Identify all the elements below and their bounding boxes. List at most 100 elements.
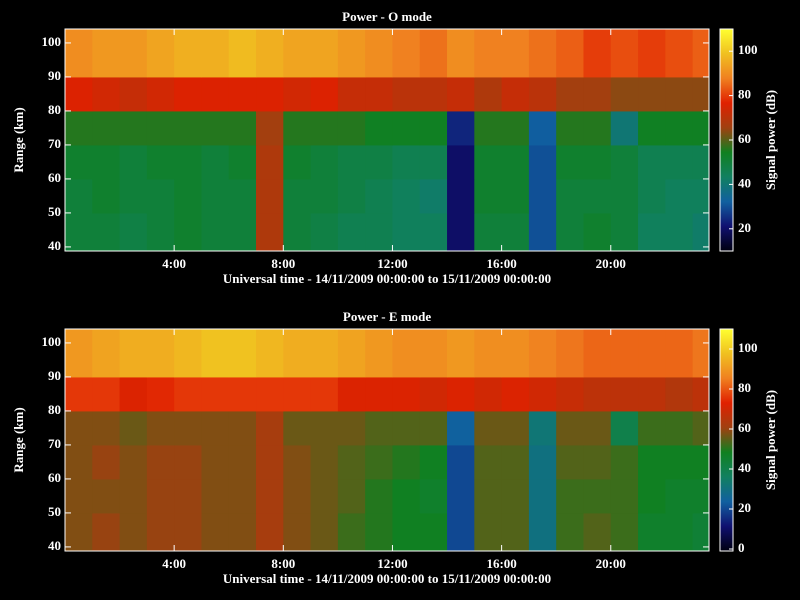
- heat-cell: [337, 212, 366, 251]
- heat-cell: [310, 478, 339, 514]
- heat-cell: [610, 110, 639, 146]
- heat-cell: [692, 178, 709, 214]
- heat-cell: [447, 329, 475, 378]
- heat-cell: [256, 144, 284, 180]
- heat-cell: [528, 478, 557, 514]
- heat-cell: [201, 110, 230, 146]
- heat-cell: [365, 29, 393, 78]
- heat-cell: [337, 76, 366, 112]
- y-tick-label: 100: [42, 334, 62, 349]
- heat-cell: [256, 376, 284, 412]
- heat-cell: [228, 478, 257, 514]
- y-tick-label: 60: [48, 170, 61, 185]
- heat-cell: [337, 144, 366, 180]
- heat-cell: [610, 478, 639, 514]
- y-tick-label: 80: [48, 102, 61, 117]
- heat-cell: [92, 110, 121, 146]
- heat-cell: [419, 178, 448, 214]
- heat-cell: [119, 444, 148, 480]
- heat-cell: [146, 178, 175, 214]
- heat-cell: [419, 76, 448, 112]
- heatmap: [65, 29, 709, 251]
- heat-cell: [228, 444, 257, 480]
- heat-cell: [119, 144, 148, 180]
- heat-cell: [310, 110, 339, 146]
- heat-cell: [501, 376, 530, 412]
- heat-cell: [692, 478, 709, 514]
- y-axis-label: Range (km): [11, 107, 26, 172]
- heat-cell: [447, 376, 475, 412]
- heat-cell: [65, 110, 93, 146]
- heat-cell: [365, 144, 393, 180]
- colorbar-tick-label: 60: [738, 131, 751, 146]
- heat-cell: [283, 76, 312, 112]
- heat-cell: [283, 410, 312, 446]
- x-tick-label: 16:00: [486, 256, 516, 271]
- heat-cell: [447, 444, 475, 480]
- heat-cell: [419, 110, 448, 146]
- heat-cell: [119, 329, 148, 378]
- heat-cell: [146, 478, 175, 514]
- heat-cell: [392, 212, 421, 251]
- heat-cell: [365, 329, 393, 378]
- heat-cell: [392, 512, 421, 551]
- heatmap: [65, 329, 709, 551]
- heat-cell: [447, 144, 475, 180]
- heat-cell: [228, 376, 257, 412]
- heat-cell: [447, 410, 475, 446]
- heat-cell: [119, 110, 148, 146]
- x-tick-label: 8:00: [271, 256, 295, 271]
- heat-cell: [610, 29, 639, 78]
- heat-cell: [392, 144, 421, 180]
- heat-cell: [92, 76, 121, 112]
- heat-cell: [310, 376, 339, 412]
- heat-cell: [583, 212, 612, 251]
- heat-cell: [474, 329, 503, 378]
- heat-cell: [283, 478, 312, 514]
- heat-cell: [65, 410, 93, 446]
- heat-cell: [174, 410, 202, 446]
- heat-cell: [310, 76, 339, 112]
- heat-cell: [447, 212, 475, 251]
- heat-cell: [92, 329, 121, 378]
- heat-cell: [228, 29, 257, 78]
- heat-cell: [692, 444, 709, 480]
- heat-cell: [665, 76, 694, 112]
- heat-cell: [310, 144, 339, 180]
- heat-cell: [146, 144, 175, 180]
- heat-cell: [92, 178, 121, 214]
- heat-cell: [283, 512, 312, 551]
- heat-cell: [365, 212, 393, 251]
- heat-cell: [474, 178, 503, 214]
- x-tick-label: 4:00: [162, 556, 186, 571]
- heat-cell: [92, 478, 121, 514]
- heat-cell: [201, 76, 230, 112]
- heat-cell: [174, 376, 202, 412]
- heat-cell: [474, 478, 503, 514]
- x-tick-label: 8:00: [271, 556, 295, 571]
- colorbar-tick-label: 100: [738, 340, 758, 355]
- heat-cell: [174, 478, 202, 514]
- heat-cell: [665, 212, 694, 251]
- heat-cell: [146, 410, 175, 446]
- heat-cell: [665, 144, 694, 180]
- heat-cell: [174, 444, 202, 480]
- heat-cell: [474, 110, 503, 146]
- heat-cell: [283, 329, 312, 378]
- heat-cell: [474, 410, 503, 446]
- plot-frame: [64, 28, 710, 252]
- heat-cell: [528, 144, 557, 180]
- heat-cell: [610, 329, 639, 378]
- heat-cell: [283, 110, 312, 146]
- heat-cell: [610, 444, 639, 480]
- heat-cell: [146, 512, 175, 551]
- heat-cell: [638, 29, 666, 78]
- heat-cell: [419, 512, 448, 551]
- heat-cell: [174, 329, 202, 378]
- heat-cell: [392, 329, 421, 378]
- colorbar-tick-label: 20: [738, 220, 751, 235]
- heat-cell: [228, 212, 257, 251]
- heat-cell: [692, 29, 709, 78]
- heat-cell: [283, 376, 312, 412]
